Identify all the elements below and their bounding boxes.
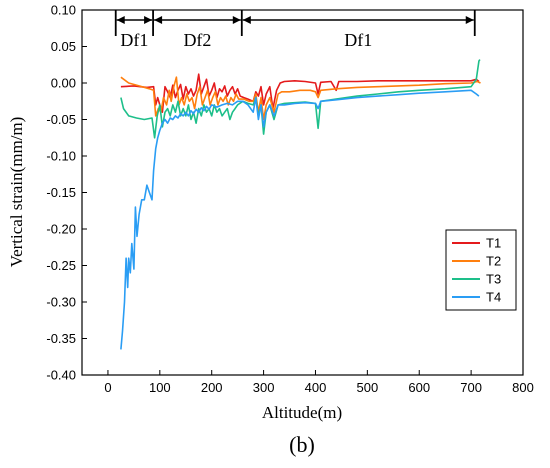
y-tick-label: 0.00	[51, 76, 76, 91]
zone-arrowhead-right	[232, 16, 241, 24]
zone-annotations: Df1 Df2 Df1	[114, 10, 476, 50]
zone-arrowhead-right	[144, 16, 153, 24]
x-tick-label: 400	[305, 380, 327, 395]
y-tick-label: -0.35	[46, 331, 76, 346]
zone-label: Df1	[344, 30, 372, 50]
zone-arrowhead-right	[465, 16, 474, 24]
y-tick-label: -0.15	[46, 185, 76, 200]
x-axis-label: Altitude(m)	[262, 403, 342, 422]
y-tick-label: 0.05	[51, 39, 76, 54]
y-tick-label: -0.10	[46, 149, 76, 164]
axis-ticks: 0 100 200 300 400 500 600 700 800 -0.40 -0.35 -0.30…	[46, 3, 533, 396]
zone-arrowhead-left	[154, 16, 163, 24]
series-line-t2	[120, 76, 481, 121]
legend-entry: T1	[486, 236, 501, 251]
x-tick-label: 800	[512, 380, 534, 395]
legend-entry: T3	[486, 272, 501, 287]
zone-label: Df1	[120, 30, 148, 50]
x-tick-label: 500	[357, 380, 379, 395]
x-tick-label: 200	[201, 380, 223, 395]
y-tick-label: -0.30	[46, 295, 76, 310]
y-tick-label: -0.20	[46, 222, 76, 237]
zone-arrowhead-left	[242, 16, 251, 24]
x-tick-label: 300	[253, 380, 275, 395]
x-tick-label: 100	[149, 380, 171, 395]
zone-label: Df2	[183, 30, 211, 50]
y-tick-label: -0.05	[46, 112, 76, 127]
legend-entry: T2	[486, 254, 501, 269]
legend-entry: T4	[486, 290, 501, 305]
x-tick-label: 0	[104, 380, 111, 395]
x-tick-label: 600	[408, 380, 430, 395]
x-tick-label: 700	[460, 380, 482, 395]
y-tick-label: -0.40	[46, 368, 76, 383]
zone-arrowhead-left	[116, 16, 125, 24]
series-line-t1	[120, 73, 480, 113]
y-tick-label: 0.10	[51, 3, 76, 18]
y-tick-label: -0.25	[46, 258, 76, 273]
plot-frame	[81, 9, 524, 376]
panel-label: (b)	[289, 432, 315, 457]
series-line-t4	[120, 89, 480, 350]
series-line-t3	[120, 59, 481, 139]
y-axis-label: Vertical strain(mm/m)	[7, 117, 26, 268]
series-lines	[120, 59, 481, 350]
legend: T1 T2 T3 T4	[445, 229, 517, 311]
